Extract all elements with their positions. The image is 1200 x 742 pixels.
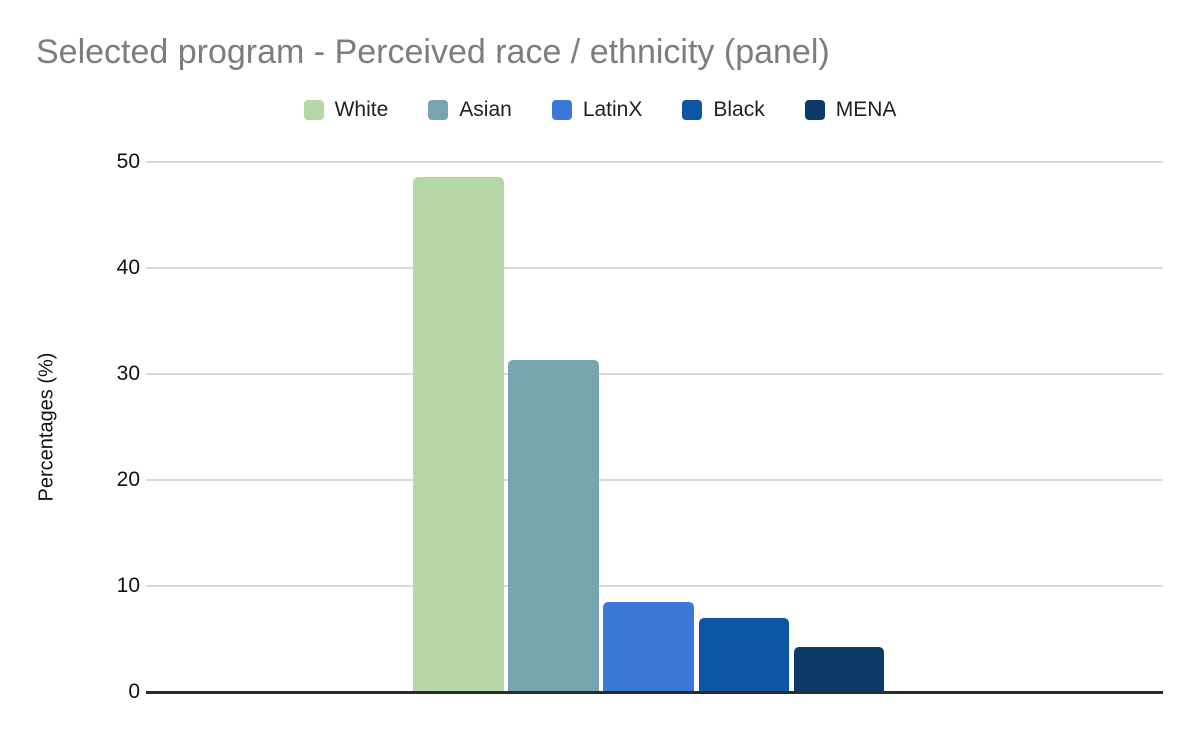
legend-label: White	[334, 98, 389, 121]
legend-label: LatinX	[582, 98, 643, 121]
x-axis-line	[146, 690, 1163, 694]
legend-swatch-icon	[682, 100, 703, 120]
gridline-10	[146, 584, 1163, 587]
y-tick-label-0: 0	[128, 680, 140, 703]
legend-swatch-icon	[303, 100, 324, 120]
legend-item-asian[interactable]: Asian	[428, 98, 512, 122]
y-axis-title: Percentages (%)	[35, 352, 58, 502]
legend-label: MENA	[835, 98, 897, 121]
y-tick-label-30: 30	[116, 361, 140, 385]
legend-item-mena[interactable]: MENA	[804, 98, 897, 122]
legend-item-latinx[interactable]: LatinX	[551, 98, 643, 122]
legend-item-black[interactable]: Black	[682, 98, 765, 122]
legend-swatch-icon	[551, 100, 572, 120]
bar-black[interactable]	[698, 617, 790, 692]
legend-item-white[interactable]: White	[303, 98, 389, 122]
y-tick-label-40: 40	[116, 255, 140, 279]
gridline-30	[146, 372, 1163, 375]
bar-latinx[interactable]	[603, 601, 694, 692]
legend: White Asian LatinX Black MENA	[0, 98, 1200, 122]
legend-swatch-icon	[804, 100, 825, 120]
gridline-20	[146, 478, 1163, 481]
y-tick-label-50: 50	[116, 149, 140, 173]
legend-label: Black	[713, 98, 765, 121]
y-tick-label-10: 10	[116, 573, 140, 597]
gridline-40	[146, 266, 1163, 269]
legend-swatch-icon	[428, 100, 449, 120]
bar-mena[interactable]	[793, 647, 885, 692]
chart-title: Selected program - Perceived race / ethn…	[36, 33, 830, 71]
legend-label: Asian	[459, 98, 512, 121]
bar-asian[interactable]	[508, 359, 599, 692]
bar-white[interactable]	[413, 177, 504, 692]
gridline-50	[146, 160, 1163, 163]
y-tick-label-20: 20	[116, 467, 140, 491]
